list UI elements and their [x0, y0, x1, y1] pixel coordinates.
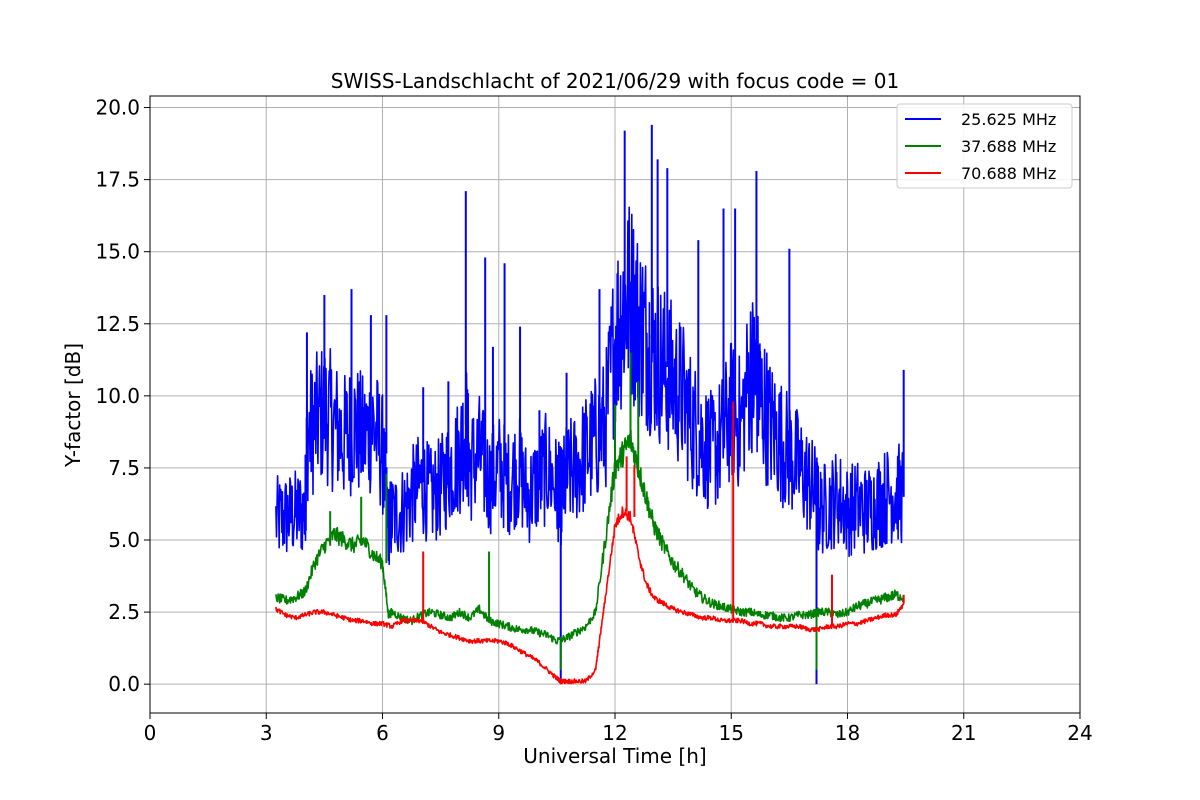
- series-layer: [275, 124, 905, 685]
- legend-box: [896, 103, 1073, 189]
- x-tick-label: 15: [719, 721, 744, 745]
- x-tick-label: 12: [602, 721, 627, 745]
- legend-label: 37.688 MHz: [961, 137, 1056, 156]
- legend-label: 25.625 MHz: [961, 110, 1056, 129]
- x-tick-label: 24: [1067, 721, 1092, 745]
- series-line: [275, 206, 905, 566]
- y-tick-label: 20.0: [95, 96, 140, 120]
- y-tick-label: 10.0: [95, 384, 140, 408]
- y-axis-label: Y-factor [dB]: [61, 343, 85, 468]
- series-line: [275, 506, 905, 685]
- series-line: [275, 429, 905, 645]
- x-tick-label: 21: [951, 721, 976, 745]
- x-tick-label: 0: [144, 721, 157, 745]
- x-axis-label: Universal Time [h]: [523, 744, 706, 768]
- legend-label: 70.688 MHz: [961, 164, 1056, 183]
- y-tick-label: 17.5: [95, 168, 140, 192]
- x-tick-label: 3: [260, 721, 273, 745]
- y-tick-label: 7.5: [108, 456, 140, 480]
- x-axis: 0 3 6 9 12 15 18 21 24: [144, 713, 1093, 745]
- y-tick-label: 2.5: [108, 600, 140, 624]
- y-tick-label: 12.5: [95, 312, 140, 336]
- x-tick-label: 9: [492, 721, 505, 745]
- x-tick-label: 18: [835, 721, 860, 745]
- y-axis: 0.0 2.5 5.0 7.5 10.0 12.5 15.0 17.5 20.0: [95, 96, 150, 696]
- legend: 25.625 MHz 37.688 MHz 70.688 MHz: [896, 103, 1073, 189]
- x-tick-label: 6: [376, 721, 389, 745]
- chart-title: SWISS-Landschlacht of 2021/06/29 with fo…: [331, 69, 899, 93]
- y-tick-label: 0.0: [108, 672, 140, 696]
- y-tick-label: 5.0: [108, 528, 140, 552]
- y-tick-label: 15.0: [95, 240, 140, 264]
